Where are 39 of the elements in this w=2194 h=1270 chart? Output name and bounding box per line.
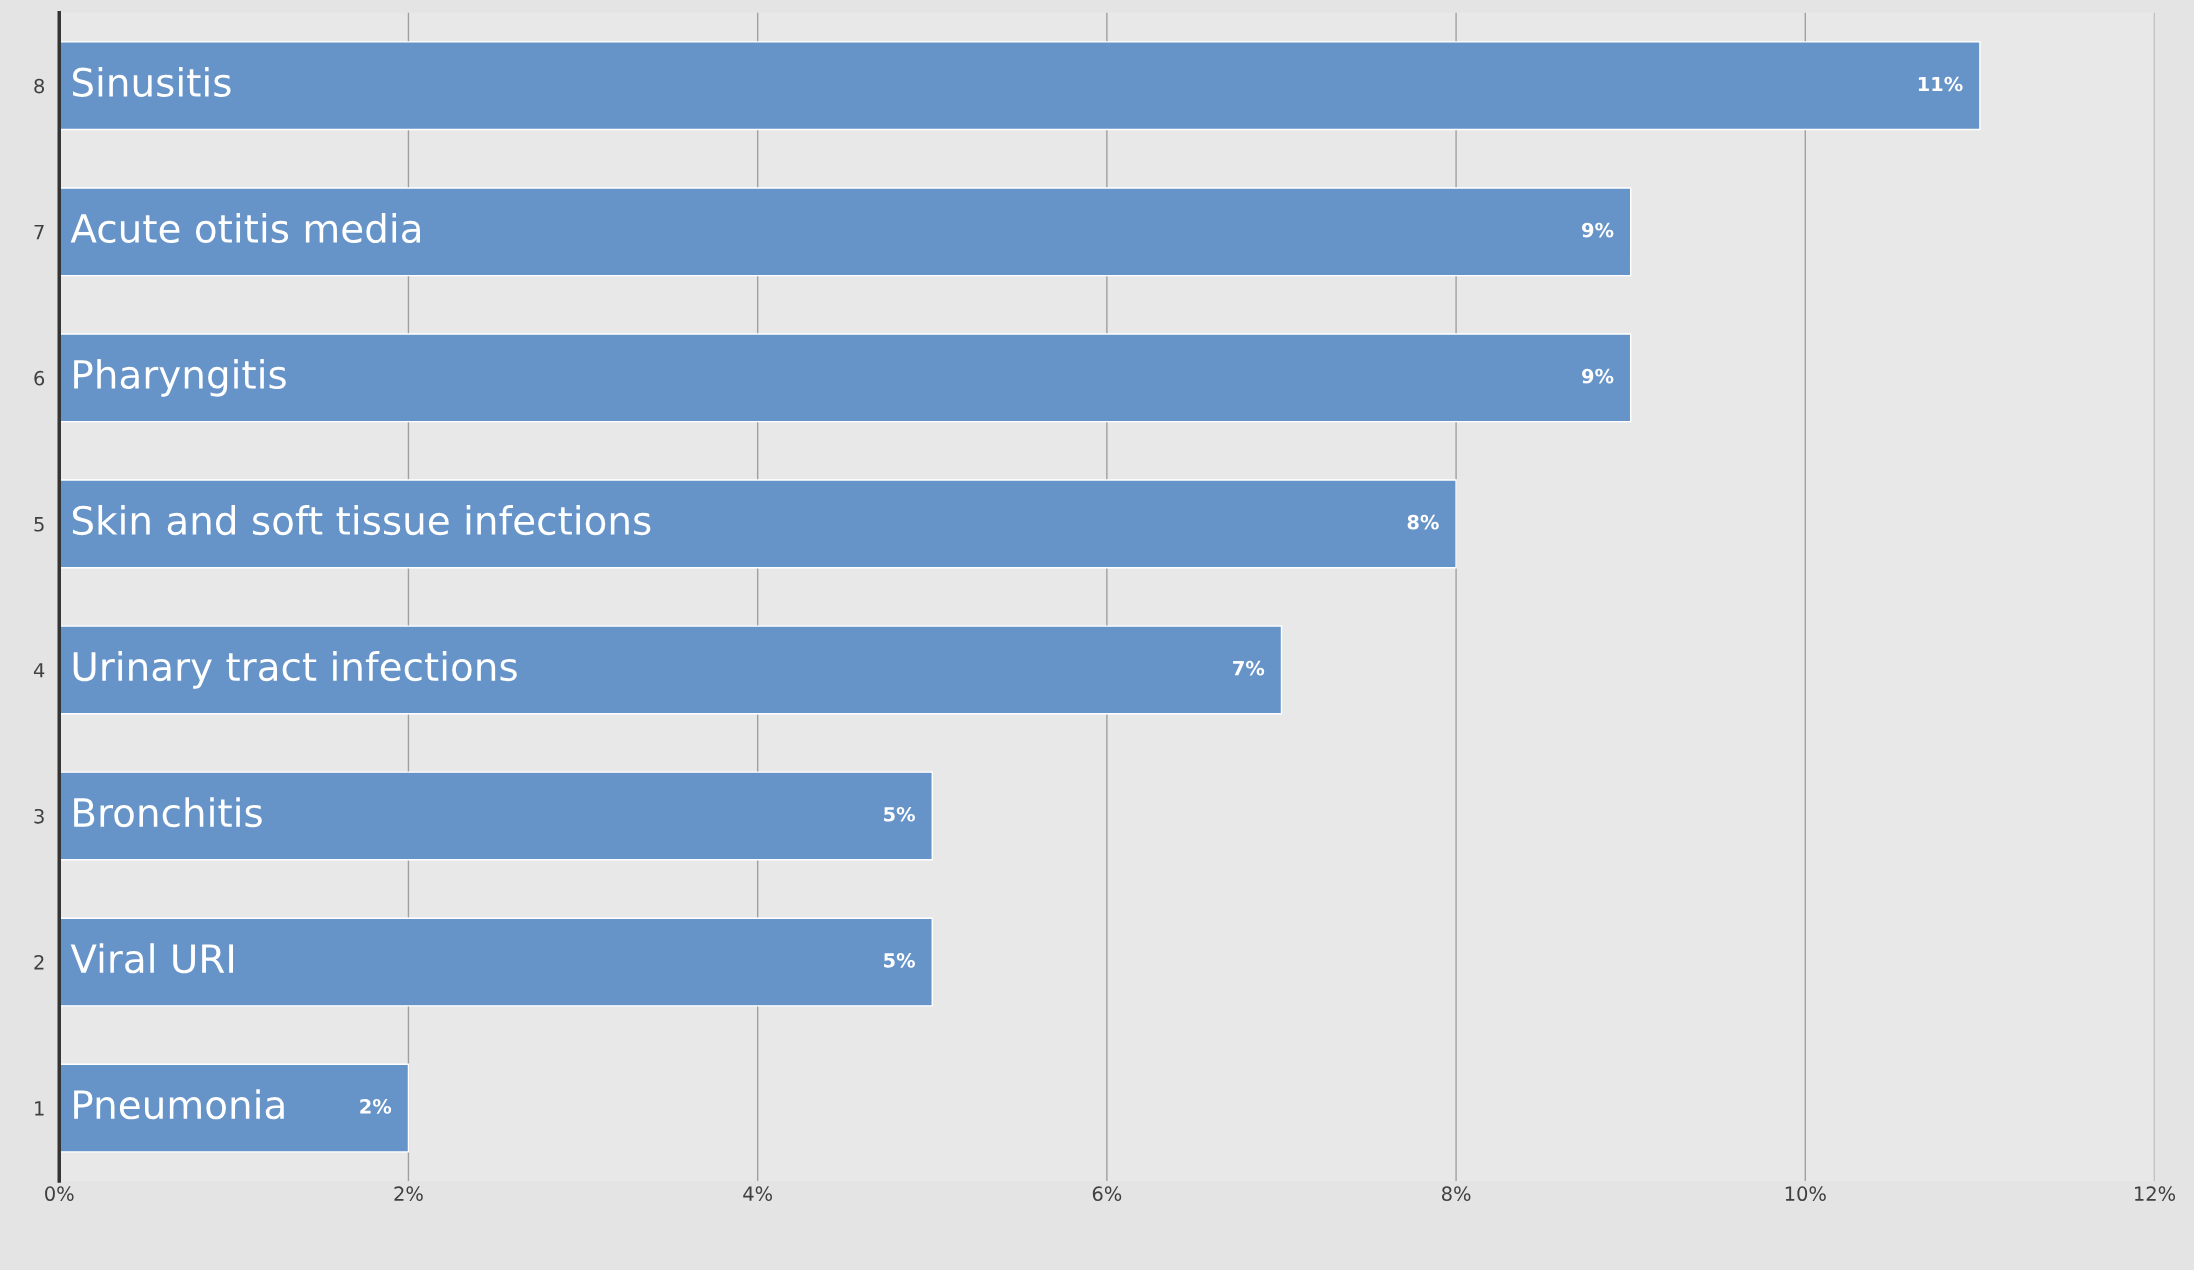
x-tick-label: 12% [2135,1186,2176,1202]
y-tick-label: 1 [35,1101,44,1116]
annotation: Pharyngitis [74,359,286,397]
y-tick-label: 2 [34,954,44,970]
x-tick-label: 8% [1441,1186,1471,1202]
data-label: 7% [1233,660,1265,676]
bar [59,625,1283,715]
x-tick-label: 0% [45,1186,74,1202]
x-tick-label: 10% [1785,1186,1826,1202]
y-tick-label: 4 [33,663,45,678]
x-tick-label: 4% [743,1186,773,1202]
annotation: Viral URI [70,943,233,974]
annotation: Pneumonia [74,1089,284,1120]
y-tick-label: 7 [34,224,44,240]
annotation: Acute otitis media [70,212,420,244]
data-label: 9% [1582,222,1614,238]
x-tick-label: 6% [1092,1186,1122,1202]
annotation: Bronchitis [74,797,262,828]
bar [59,1063,410,1153]
bar [59,187,1632,277]
bar [59,771,933,861]
data-label: 8% [1407,514,1439,530]
y-tick-label: 8 [34,78,45,94]
data-label: 11% [1918,76,1963,92]
bar [59,479,1457,569]
annotation: Skin and soft tissue infections [72,505,651,536]
annotation: Urinary tract infections [73,651,517,689]
bar [59,333,1632,423]
y-tick-label: 6 [34,370,45,386]
data-label: 9% [1582,368,1614,384]
data-label: 5% [884,952,915,968]
annotation: Sinusitis [72,66,231,98]
x-tick-label: 2% [394,1186,423,1202]
y-tick-label: 5 [34,517,44,532]
data-label: 5% [884,806,915,822]
data-label: 2% [360,1099,392,1114]
bar [59,917,933,1007]
bar [59,41,1981,131]
y-tick-label: 3 [34,808,44,824]
